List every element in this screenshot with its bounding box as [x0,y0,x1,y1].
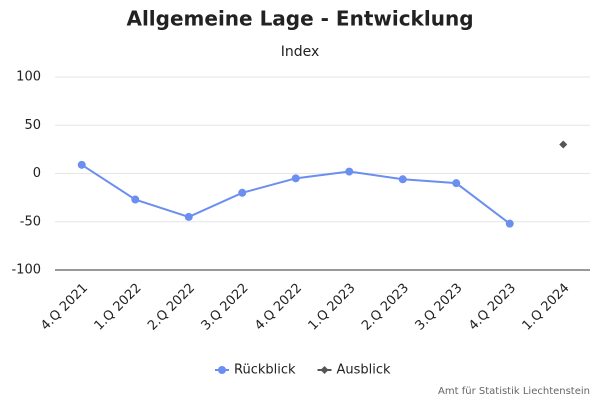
marker [77,160,86,169]
marker [131,195,140,204]
x-tick-label: 3.Q 2023 [413,281,466,334]
marker [291,174,300,183]
x-tick-label: 4.Q 2023 [466,281,519,334]
chart-title: Allgemeine Lage - Entwicklung [126,7,473,31]
chart-subtitle: Index [281,44,320,60]
marker [452,179,461,188]
y-tick-label: 0 [33,166,41,181]
marker [559,140,568,149]
marker [184,212,193,221]
y-tick-label: 50 [24,118,41,133]
y-tick-label: -50 [20,214,41,229]
marker [505,219,514,228]
legend-marker [320,366,329,374]
y-tick-label: 100 [16,70,41,85]
marker [238,188,247,197]
x-tick-label: 1.Q 2024 [520,281,573,334]
x-tick-label: 2.Q 2022 [145,281,198,334]
y-tick-label: -100 [11,263,41,278]
legend-label[interactable]: Rückblick [234,363,296,378]
x-tick-label: 3.Q 2022 [199,281,252,334]
x-tick-label: 4.Q 2021 [38,281,91,334]
marker [345,167,354,176]
x-tick-label: 2.Q 2023 [359,281,412,334]
legend-marker [218,366,226,374]
x-tick-label: 4.Q 2022 [252,281,305,334]
x-tick-label: 1.Q 2023 [306,281,359,334]
credit: Amt für Statistik Liechtenstein [438,386,590,397]
x-tick-label: 1.Q 2022 [92,281,145,334]
legend-label[interactable]: Ausblick [337,363,392,378]
marker [398,175,407,184]
